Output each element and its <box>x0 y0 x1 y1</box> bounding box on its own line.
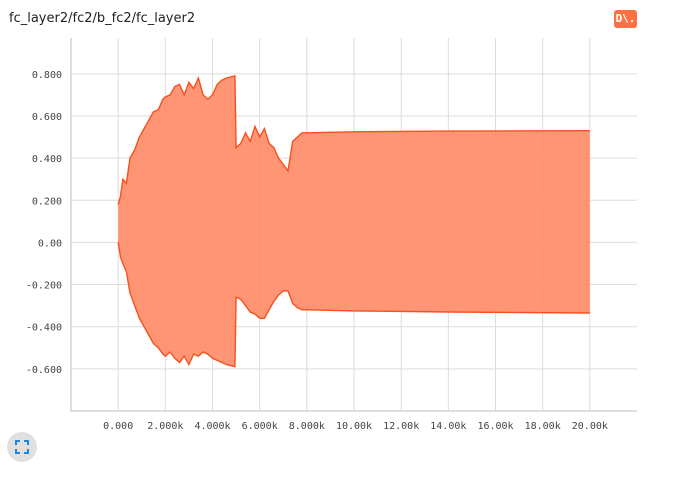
card-title: fc_layer2/fc2/b_fc2/fc_layer2 <box>9 11 196 26</box>
x-tick-label: 20.00k <box>572 421 608 432</box>
x-tick-label: 0.000 <box>103 421 133 432</box>
x-tick-label: 14.00k <box>430 421 466 432</box>
series-lower-line-0 <box>117 242 590 368</box>
y-tick-labels: -0.600 -0.400 -0.200 0.00 0.200 0.400 0.600 0.8… <box>26 70 62 376</box>
x-tick-label: 16.00k <box>477 421 513 432</box>
x-tick-label: 18.00k <box>525 421 561 432</box>
x-tick-label: 2.000k <box>147 421 183 432</box>
y-tick-label: -0.400 <box>26 323 62 334</box>
x-tick-label: 10.00k <box>336 421 372 432</box>
x-tick-label: 12.00k <box>383 421 419 432</box>
plot-area <box>117 75 590 368</box>
run-badge: D\. <box>614 10 637 28</box>
series-upper-line-0 <box>117 75 590 205</box>
y-tick-label: 0.00 <box>38 238 62 249</box>
expand-chart-button[interactable] <box>7 432 37 462</box>
y-tick-label: 0.400 <box>32 154 62 165</box>
x-tick-label: 8.000k <box>289 421 325 432</box>
y-tick-label: -0.600 <box>26 365 62 376</box>
x-tick-labels: 0.000 2.000k 4.000k 6.000k 8.000k 10.00k 12.00… <box>103 421 608 432</box>
x-tick-label: 4.000k <box>194 421 230 432</box>
fullscreen-icon <box>15 440 29 454</box>
y-tick-label: 0.200 <box>32 196 62 207</box>
y-tick-label: -0.200 <box>26 281 62 292</box>
x-tick-label: 6.000k <box>242 421 278 432</box>
axes <box>70 38 637 412</box>
y-tick-label: 0.600 <box>32 112 62 123</box>
y-tick-label: 0.800 <box>32 70 62 81</box>
series-band-0 <box>118 75 590 367</box>
